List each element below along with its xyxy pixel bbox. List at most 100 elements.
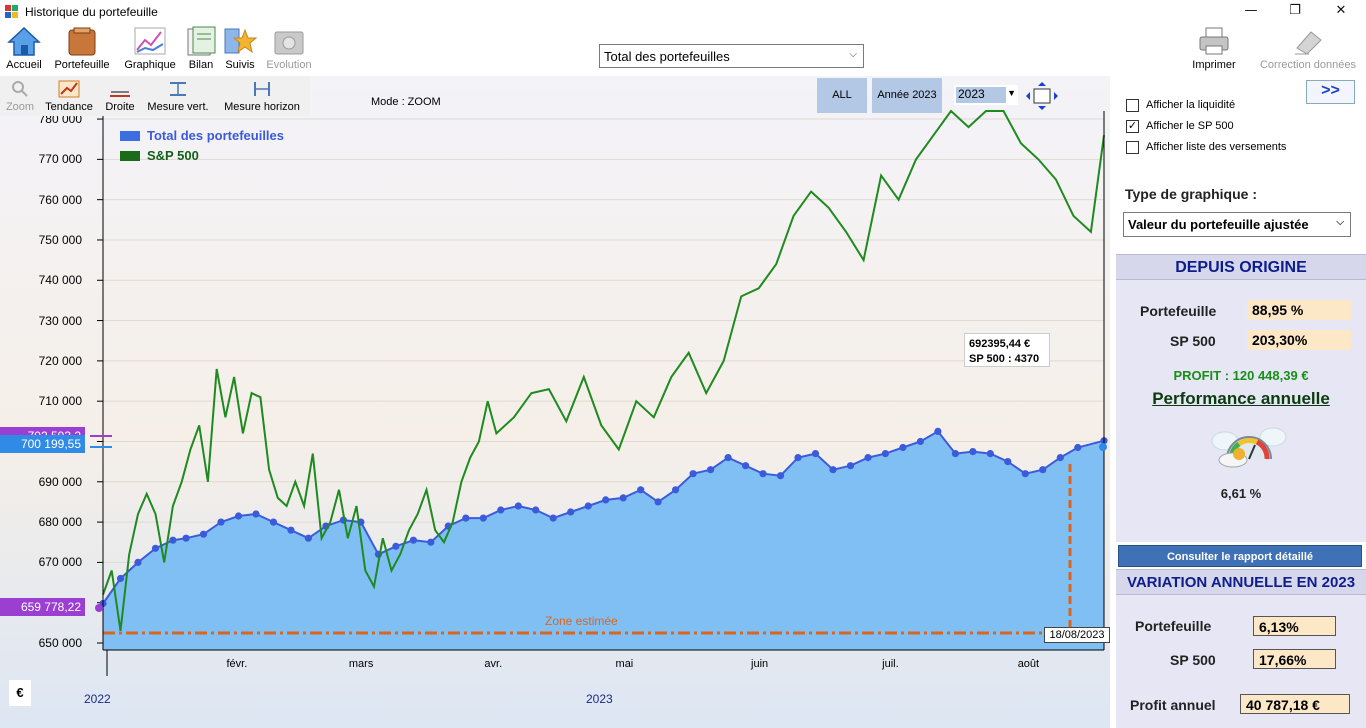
- minimize-button[interactable]: —: [1244, 3, 1258, 18]
- portfolio-point: [846, 462, 855, 470]
- range-all-button[interactable]: ALL: [817, 78, 867, 113]
- balance-sheet-icon: [187, 26, 216, 56]
- x-tick-label: févr.: [226, 658, 248, 670]
- portfolio-point: [619, 494, 627, 502]
- sp500-line: [102, 109, 1105, 632]
- portfolio-point: [602, 496, 610, 504]
- suivis-button[interactable]: Suivis: [221, 24, 259, 74]
- checkbox-sp500[interactable]: ✓ Afficher le SP 500: [1126, 120, 1234, 133]
- mesure-horizon-button[interactable]: Mesure horizon: [219, 78, 305, 114]
- range-year-button[interactable]: Année 2023: [872, 78, 942, 113]
- trend-icon: [58, 80, 80, 98]
- portfolio-point: [689, 470, 697, 478]
- main-toolbar: Accueil Portefeuille Graphique Bilan Sui…: [0, 24, 1366, 76]
- var-sp500-label: SP 500: [1170, 652, 1216, 668]
- portfolio-point: [269, 518, 278, 526]
- depuis-origine-title: DEPUIS ORIGINE: [1116, 254, 1366, 280]
- chevron-down-icon: ▼: [1007, 88, 1016, 98]
- year-label-2023: 2023: [586, 692, 613, 706]
- portfolio-point: [986, 450, 994, 458]
- portfolio-point: [217, 518, 225, 526]
- portfolio-point: [1004, 458, 1012, 466]
- x-tick-label: avr.: [484, 658, 503, 670]
- graphique-button[interactable]: Graphique: [120, 24, 180, 74]
- y-tick-label: 710 000: [38, 394, 82, 409]
- checkbox-box[interactable]: [1126, 141, 1139, 154]
- y-tick-label: 770 000: [38, 152, 82, 167]
- portfolio-point: [427, 538, 435, 546]
- evolution-icon: [274, 31, 304, 55]
- chart-tooltip: 692395,44 € SP 500 : 4370: [964, 333, 1050, 367]
- variation-annuelle-title: VARIATION ANNUELLE EN 2023: [1116, 569, 1366, 595]
- portfolio-point: [829, 466, 837, 474]
- currency-badge: €: [9, 680, 31, 706]
- portfolio-point: [899, 443, 907, 452]
- chart-sub-toolbar: Zoom Tendance Droite Mesure vert.: [0, 76, 310, 116]
- portfolio-point: [776, 472, 785, 480]
- checkbox-box[interactable]: ✓: [1126, 120, 1139, 133]
- portfolio-point: [811, 450, 820, 458]
- portfolio-point: [392, 542, 400, 550]
- tendance-button[interactable]: Tendance: [42, 78, 96, 114]
- app-icon: [5, 5, 19, 18]
- profit-annuel-label: Profit annuel: [1130, 697, 1216, 713]
- correction-donnees-button[interactable]: Correction données: [1254, 24, 1362, 74]
- mesure-vert-button[interactable]: Mesure vert.: [145, 78, 211, 114]
- vertical-measure-icon: [170, 82, 186, 96]
- window-title: Historique du portefeuille: [25, 5, 158, 19]
- portfolio-point: [514, 502, 522, 510]
- portfolio-point: [637, 486, 645, 494]
- accueil-button[interactable]: Accueil: [3, 24, 45, 74]
- imprimer-button[interactable]: Imprimer: [1188, 24, 1240, 74]
- rapport-detaille-button[interactable]: Consulter le rapport détaillé: [1118, 545, 1362, 567]
- chevron-down-icon: ⌵: [1336, 217, 1344, 228]
- portfolio-point: [1039, 466, 1047, 474]
- pan-navigation-icon[interactable]: [1024, 81, 1060, 111]
- mode-label: Mode : ZOOM: [371, 96, 441, 108]
- portfolio-point: [532, 506, 540, 514]
- wallet-icon: [68, 27, 96, 56]
- portfolio-point: [497, 506, 505, 514]
- x-tick-label: juil.: [882, 658, 899, 670]
- high-marker: [90, 435, 1107, 612]
- checkbox-liquidite[interactable]: Afficher la liquidité: [1126, 98, 1326, 114]
- sp500-label: SP 500: [1170, 333, 1216, 349]
- year-select[interactable]: 2023 ▼: [954, 85, 1018, 105]
- line-tool-icon: [110, 91, 130, 97]
- close-button[interactable]: ✕: [1335, 3, 1347, 18]
- portfolio-point: [864, 454, 872, 462]
- portfolio-select[interactable]: Total des portefeuilles ⌵: [599, 44, 864, 68]
- portfolio-point: [759, 470, 767, 478]
- portfolio-point: [742, 462, 750, 470]
- portfolio-point: [151, 544, 160, 552]
- horizontal-measure-icon: [254, 82, 270, 96]
- portfolio-point: [1021, 470, 1029, 478]
- portfolio-point: [549, 514, 557, 522]
- portfolio-point: [672, 486, 680, 494]
- portfolio-point: [409, 536, 417, 544]
- estimate-date-badge: 18/08/2023: [1044, 627, 1110, 643]
- checkbox-box[interactable]: [1126, 99, 1139, 112]
- next-button[interactable]: >>: [1306, 80, 1355, 104]
- restore-button[interactable]: ❐: [1289, 3, 1301, 18]
- portfolio-point: [182, 534, 190, 542]
- checkbox-versements[interactable]: Afficher liste des versements: [1126, 140, 1326, 156]
- portefeuille-button[interactable]: Portefeuille: [50, 24, 114, 74]
- portfolio-point: [934, 427, 942, 435]
- portfolio-point: [234, 512, 243, 520]
- zoom-button[interactable]: Zoom: [2, 78, 38, 114]
- bilan-button[interactable]: Bilan: [184, 24, 218, 74]
- portfolio-point: [724, 454, 732, 462]
- y-tick-label: 730 000: [38, 313, 82, 328]
- droite-button[interactable]: Droite: [102, 78, 138, 114]
- history-chart[interactable]: [0, 76, 1110, 728]
- portfolio-area: [103, 431, 1104, 650]
- y-tick-label: 750 000: [38, 232, 82, 247]
- y-tick-label: 680 000: [38, 515, 82, 530]
- star-icon: [224, 28, 257, 54]
- y-tick-label: 720 000: [38, 353, 82, 368]
- y-tick-label: 760 000: [38, 192, 82, 207]
- evolution-button[interactable]: Evolution: [262, 24, 316, 74]
- chart-type-select[interactable]: Valeur du portefeuille ajustée ⌵: [1123, 212, 1351, 237]
